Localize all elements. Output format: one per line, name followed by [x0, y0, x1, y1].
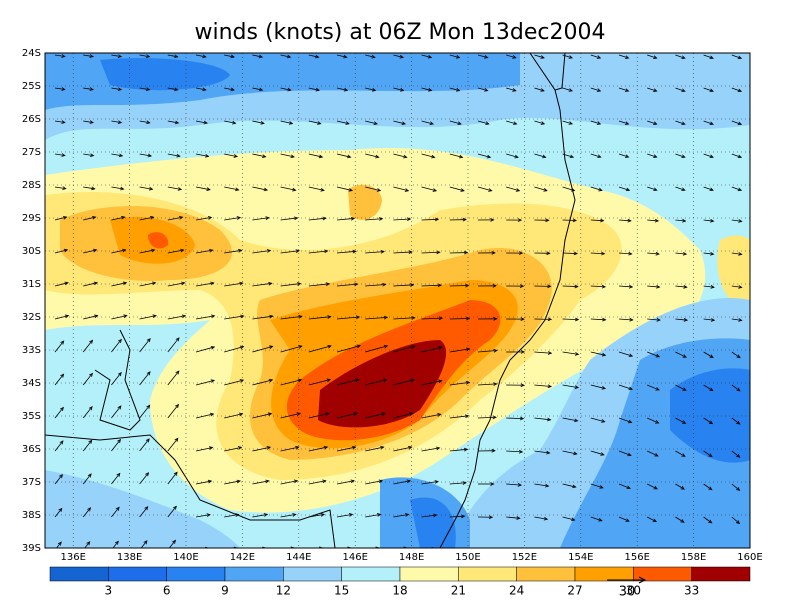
lon-label: 154E: [568, 552, 593, 563]
lat-label: 36S: [22, 444, 41, 455]
colorbar-label: 24: [509, 584, 524, 598]
lat-label: 33S: [22, 345, 41, 356]
lat-label: 27S: [22, 147, 41, 158]
wind-arrow: [760, 121, 769, 124]
colorbar-label: 9: [221, 584, 229, 598]
wind-arrow-head: [766, 89, 769, 92]
lon-label: 144E: [286, 552, 311, 563]
wind-arrow: [563, 253, 577, 254]
lon-label: 160E: [737, 552, 762, 563]
colorbar-box: [575, 567, 633, 581]
wind-arrow-head: [767, 286, 770, 289]
lat-label: 37S: [22, 477, 41, 488]
colorbar-box: [167, 567, 225, 581]
wind-arrow-head: [764, 521, 767, 524]
lat-label: 31S: [22, 279, 41, 290]
wind-arrow-head: [767, 319, 770, 322]
colorbar-box: [342, 567, 400, 581]
wind-arrow-head: [764, 388, 767, 391]
wind-arrow-head: [460, 548, 463, 551]
wind-arrow-head: [766, 56, 769, 59]
lat-label: 24S: [22, 48, 41, 59]
wind-arrow: [450, 318, 470, 319]
wind-arrow: [422, 548, 435, 550]
wind-arrow: [478, 550, 491, 551]
wind-arrow: [563, 220, 576, 221]
wind-arrow: [760, 88, 769, 91]
colorbar-box: [225, 567, 283, 581]
reference-label: 30: [619, 585, 636, 600]
lon-label: 140E: [173, 552, 198, 563]
lon-label: 146E: [342, 552, 367, 563]
wind-arrow-head: [653, 552, 656, 555]
lon-label: 152E: [512, 552, 537, 563]
lat-label: 26S: [22, 114, 41, 125]
wind-arrow: [760, 484, 767, 491]
colorbar-label: 27: [567, 584, 582, 598]
wind-arrow-head: [542, 550, 545, 553]
colorbar-box: [458, 567, 516, 581]
wind-arrow: [760, 55, 769, 58]
lon-label: 136E: [60, 552, 85, 563]
lon-label: 156E: [624, 552, 649, 563]
wind-arrow: [760, 451, 767, 458]
colorbar-label: 15: [334, 584, 349, 598]
wind-arrow-head: [764, 421, 767, 424]
wind-arrow: [760, 253, 770, 254]
wind-arrow-head: [766, 188, 769, 191]
wind-arrow-head: [767, 220, 770, 223]
colorbar-box: [517, 567, 575, 581]
lon-label: 148E: [399, 552, 424, 563]
contour-fill: [45, 53, 750, 548]
colorbar-box: [108, 567, 166, 581]
lat-label: 39S: [22, 543, 41, 554]
wind-arrow: [760, 352, 768, 358]
colorbar-label: 33: [684, 584, 699, 598]
wind-arrow: [760, 418, 768, 425]
wind-arrow-head: [597, 551, 600, 554]
colorbar-box: [50, 567, 108, 581]
wind-arrow-head: [234, 547, 237, 550]
colorbar-box: [692, 567, 750, 581]
lat-label: 35S: [22, 411, 41, 422]
lat-label: 29S: [22, 213, 41, 224]
colorbar-box: [283, 567, 341, 581]
wind-arrow-head: [766, 122, 769, 125]
lat-label: 34S: [22, 378, 41, 389]
wind-arrow: [760, 220, 770, 221]
lon-label: 150E: [455, 552, 480, 563]
lon-label: 138E: [117, 552, 142, 563]
colorbar-label: 18: [392, 584, 407, 598]
wind-arrow-head: [764, 488, 767, 491]
colorbar-box: [400, 567, 458, 581]
wind-arrow-head: [708, 553, 711, 556]
colorbar-label: 6: [163, 584, 171, 598]
wind-arrow: [760, 385, 768, 391]
wind-arrow-head: [764, 355, 767, 358]
wind-arrow: [760, 286, 770, 287]
lon-label: 142E: [230, 552, 255, 563]
colorbar-label: 3: [105, 584, 113, 598]
wind-arrow: [760, 517, 767, 524]
lat-label: 25S: [22, 81, 41, 92]
wind-arrow-head: [764, 554, 767, 557]
colorbar-label: 12: [276, 584, 291, 598]
lat-label: 30S: [22, 246, 41, 257]
lon-label: 158E: [681, 552, 706, 563]
lat-label: 32S: [22, 312, 41, 323]
wind-arrow-head: [766, 155, 769, 158]
map-title: winds (knots) at 06Z Mon 13dec2004: [195, 20, 606, 45]
colorbar: 3 6 9 12 15 18 21 24 27 30 33: [50, 567, 750, 598]
wind-arrow-head: [487, 549, 490, 552]
lat-label: 38S: [22, 510, 41, 521]
lat-label: 28S: [22, 180, 41, 191]
wind-arrow: [760, 154, 769, 157]
colorbar-label: 21: [451, 584, 466, 598]
wind-arrow-head: [767, 253, 770, 256]
wind-arrow-head: [764, 455, 767, 458]
wind-arrow: [760, 319, 770, 320]
wind-arrow: [760, 187, 769, 190]
